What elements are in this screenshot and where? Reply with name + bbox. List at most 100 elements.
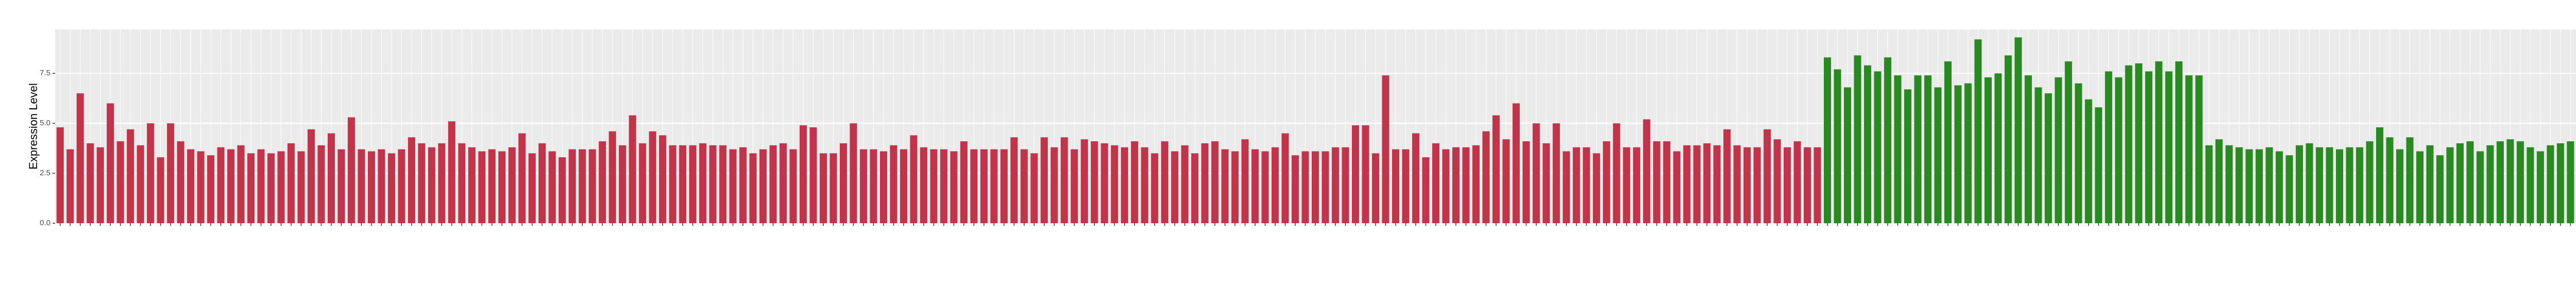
bar (1944, 61, 1952, 223)
bar (558, 157, 566, 223)
bar (1854, 55, 1861, 223)
bar (478, 151, 486, 223)
bar (568, 149, 576, 223)
bar (1663, 141, 1671, 223)
bar (1231, 151, 1239, 223)
bar (2486, 145, 2494, 223)
bar (207, 155, 215, 223)
bar (1091, 141, 1098, 223)
bar (2285, 155, 2293, 223)
bar (337, 149, 345, 223)
bar (367, 151, 375, 223)
bar (1020, 149, 1028, 223)
bar (87, 143, 94, 223)
bar (2276, 151, 2283, 223)
bar (237, 145, 245, 223)
bar (1010, 137, 1018, 223)
bar (2165, 71, 2173, 223)
bar (1211, 141, 1219, 223)
bar (2456, 143, 2464, 223)
bar (1994, 73, 2002, 223)
bar (689, 145, 697, 223)
bar (2024, 75, 2032, 223)
y-tick-label: 0.0 (40, 219, 50, 227)
bar (2115, 77, 2123, 223)
bar (1292, 155, 1299, 223)
bar (458, 143, 466, 223)
bar (2567, 141, 2574, 223)
bar (1492, 115, 1500, 223)
bar (2496, 141, 2504, 223)
bar (1703, 143, 1711, 223)
bar (1572, 147, 1580, 223)
bar (649, 131, 656, 223)
bar (2004, 55, 2012, 223)
bar (2406, 137, 2414, 223)
bar (2426, 145, 2434, 223)
bar (408, 137, 415, 223)
bar (2155, 61, 2163, 223)
bar (1613, 123, 1620, 223)
bar (327, 133, 335, 223)
bar (2476, 151, 2484, 223)
bar (1221, 149, 1229, 223)
bar (2135, 63, 2143, 223)
bar (1502, 139, 1510, 223)
bar (2386, 137, 2394, 223)
bar (1392, 149, 1399, 223)
bar (438, 143, 446, 223)
bar (2256, 149, 2263, 223)
bar (2556, 143, 2564, 223)
bar (1281, 133, 1289, 223)
bar (177, 141, 184, 223)
bar (277, 151, 285, 223)
bar (1713, 145, 1721, 223)
bar (2185, 75, 2193, 223)
bar (257, 149, 265, 223)
bar (2105, 71, 2112, 223)
bar (709, 145, 717, 223)
bar (2346, 147, 2353, 223)
bar (1371, 153, 1379, 223)
bar (800, 125, 807, 223)
bar (157, 157, 164, 223)
bar (1402, 149, 1410, 223)
bar (1753, 147, 1761, 223)
bar (1131, 141, 1139, 223)
bar (588, 149, 596, 223)
bar (508, 147, 516, 223)
bar (468, 147, 476, 223)
bar (2195, 75, 2203, 223)
y-tick-label: 7.5 (40, 69, 50, 77)
bar (1382, 75, 1389, 223)
bar (1422, 157, 1430, 223)
bar (1814, 147, 1821, 223)
bar (398, 149, 405, 223)
bar (789, 149, 797, 223)
bar (1793, 141, 1801, 223)
bar (850, 123, 857, 223)
bar (107, 103, 114, 223)
bar (719, 145, 727, 223)
bar (387, 153, 395, 223)
bar (829, 153, 837, 223)
bar (1603, 141, 1611, 223)
bar (528, 153, 536, 223)
bar (2044, 93, 2052, 223)
bar (1432, 143, 1439, 223)
bar (1592, 153, 1600, 223)
bar (2366, 141, 2374, 223)
bar (579, 149, 586, 223)
bar (1332, 147, 1340, 223)
bar (227, 149, 235, 223)
bar (990, 149, 998, 223)
bar (1171, 151, 1179, 223)
bar (659, 135, 667, 223)
bar (1563, 151, 1570, 223)
bar (2416, 151, 2424, 223)
bar (347, 117, 355, 223)
bar (2547, 145, 2554, 223)
bar (1472, 145, 1480, 223)
